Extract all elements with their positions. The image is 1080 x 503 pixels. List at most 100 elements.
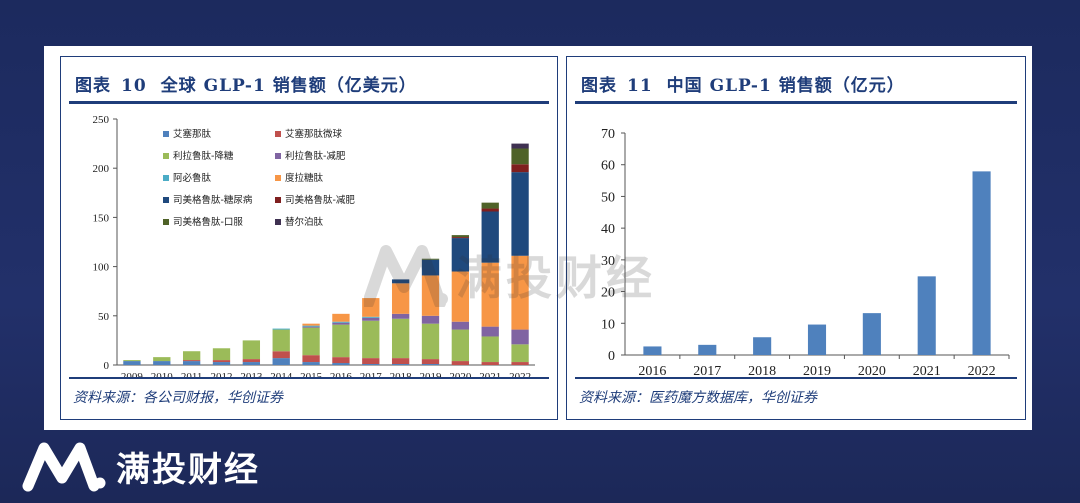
bar-segment: [153, 361, 171, 365]
bar-segment: [242, 340, 261, 360]
bar-segment: [481, 336, 499, 363]
bar-segment: [332, 313, 350, 322]
bar-segment: [481, 262, 499, 327]
y-tick-label: 200: [93, 163, 110, 175]
bar-segment: [421, 323, 440, 360]
figure-11-label: 图表: [581, 76, 617, 96]
bar-segment: [332, 357, 350, 364]
x-tick-label: 2018: [748, 364, 776, 379]
figure-11-bottom-rule: [575, 377, 1017, 379]
legend-swatch: [163, 131, 169, 137]
legend-label: 阿必鲁肽: [173, 172, 212, 184]
figure-10-label: 图表: [75, 76, 111, 96]
bar-segment: [302, 326, 320, 328]
legend-swatch: [163, 153, 169, 159]
y-tick-label: 20: [601, 286, 615, 301]
bar-segment: [362, 358, 380, 365]
bar-segment: [123, 361, 141, 365]
bar-segment: [272, 358, 290, 365]
x-tick-label: 2020: [449, 371, 472, 379]
bar-segment: [362, 298, 380, 317]
bar-segment: [451, 329, 470, 362]
bar-segment: [511, 143, 529, 149]
bar-segment: [511, 148, 529, 165]
legend-label: 司美格鲁肽-糖尿病: [173, 194, 253, 206]
bar-segment: [451, 321, 470, 330]
x-tick-label: 2010: [151, 371, 174, 379]
bar-segment: [182, 360, 201, 362]
bar-segment: [272, 328, 290, 330]
legend-label: 司美格鲁肽-减肥: [285, 194, 355, 206]
bar-segment: [153, 357, 171, 362]
legend-swatch: [275, 131, 281, 137]
brand-logo: 满投财经: [22, 440, 260, 492]
x-tick-label: 2014: [270, 371, 293, 379]
y-tick-label: 150: [93, 212, 110, 224]
bar-segment: [182, 351, 201, 361]
y-tick-label: 30: [601, 254, 615, 269]
bar-segment: [302, 323, 320, 326]
bar: [917, 276, 936, 355]
global-glp1-sales-chart: 0 50 100 150 200 250 2009 2010 2011 2012 2013 2014 2…: [93, 114, 535, 379]
bar-segment: [332, 324, 350, 358]
figure-11-title-text: 中国 GLP-1 销售额（亿元）: [666, 76, 905, 96]
bar: [698, 344, 717, 355]
bar: [753, 337, 772, 355]
x-tick-label: 2022: [968, 364, 996, 379]
watermark-text: 满投财经: [456, 251, 656, 305]
x-tick-label: 2021: [479, 371, 501, 379]
x-tick-label: 2015: [300, 371, 323, 379]
y-tick-label: 0: [104, 360, 110, 372]
figure-10-number: 10: [121, 76, 147, 96]
bar-segment: [302, 355, 320, 363]
bar-segment: [451, 238, 470, 272]
legend-swatch: [275, 153, 281, 159]
bar: [972, 171, 991, 355]
bar-segment: [362, 317, 380, 321]
bar-segment: [511, 164, 529, 173]
figure-11-title: 图表 11 中国 GLP-1 销售额（亿元）: [581, 71, 905, 96]
bar-segment: [481, 208, 499, 212]
y-tick-label: 50: [98, 311, 110, 323]
bar: [807, 324, 827, 355]
bar-segment: [302, 327, 320, 356]
y-tick-label: 40: [601, 222, 615, 237]
bar-segment: [481, 326, 499, 337]
legend-label: 司美格鲁肽-口服: [173, 216, 243, 228]
bar-segment: [362, 364, 380, 365]
x-tick-label: 2011: [181, 371, 203, 379]
x-tick-label: 2020: [858, 364, 886, 379]
figure-10-bottom-rule: [69, 377, 549, 379]
figure-10-title: 图表 10 全球 GLP-1 销售额（亿美元）: [75, 71, 417, 96]
bar-segment: [451, 271, 470, 322]
bar-segment: [212, 362, 231, 365]
legend-label: 替尔泊肽: [285, 216, 324, 228]
bar-segment: [302, 325, 320, 327]
y-tick-label: 250: [93, 114, 110, 126]
watermark: 满投财经: [364, 242, 656, 308]
bar-segment: [451, 237, 470, 239]
x-tick-label: 2012: [211, 371, 233, 379]
legend-swatch: [163, 197, 169, 203]
figure-11: 图表 11 中国 GLP-1 销售额（亿元） 0 10 20 30 40 50 60 70 2016…: [566, 56, 1026, 420]
bar-segment: [451, 235, 470, 238]
bar-segment: [332, 322, 350, 325]
bar-segment: [242, 362, 261, 365]
bar-segment: [212, 348, 231, 361]
bar-segment: [332, 321, 350, 323]
x-tick-label: 2013: [240, 371, 263, 379]
bar-segment: [362, 316, 380, 318]
watermark-logo-icon: [364, 245, 448, 307]
figure-10: 图表 10 全球 GLP-1 销售额（亿美元） 0 50 100 150 200 250 200…: [60, 56, 558, 420]
y-tick-label: 10: [601, 317, 615, 332]
legend-swatch: [275, 197, 281, 203]
figure-11-source: 资料来源：医药魔方数据库，华创证券: [579, 390, 817, 406]
legend-swatch: [275, 219, 281, 225]
x-tick-label: 2016: [638, 364, 666, 379]
bar-segment: [511, 172, 529, 256]
report-panel: 图表 10 全球 GLP-1 销售额（亿美元） 0 50 100 150 200 250 200…: [44, 46, 1032, 430]
bar-segment: [272, 351, 290, 359]
bar-segment: [421, 258, 440, 260]
figure-10-source: 资料来源：各公司财报，华创证券: [73, 390, 283, 406]
brand-logo-icon: [22, 442, 106, 492]
